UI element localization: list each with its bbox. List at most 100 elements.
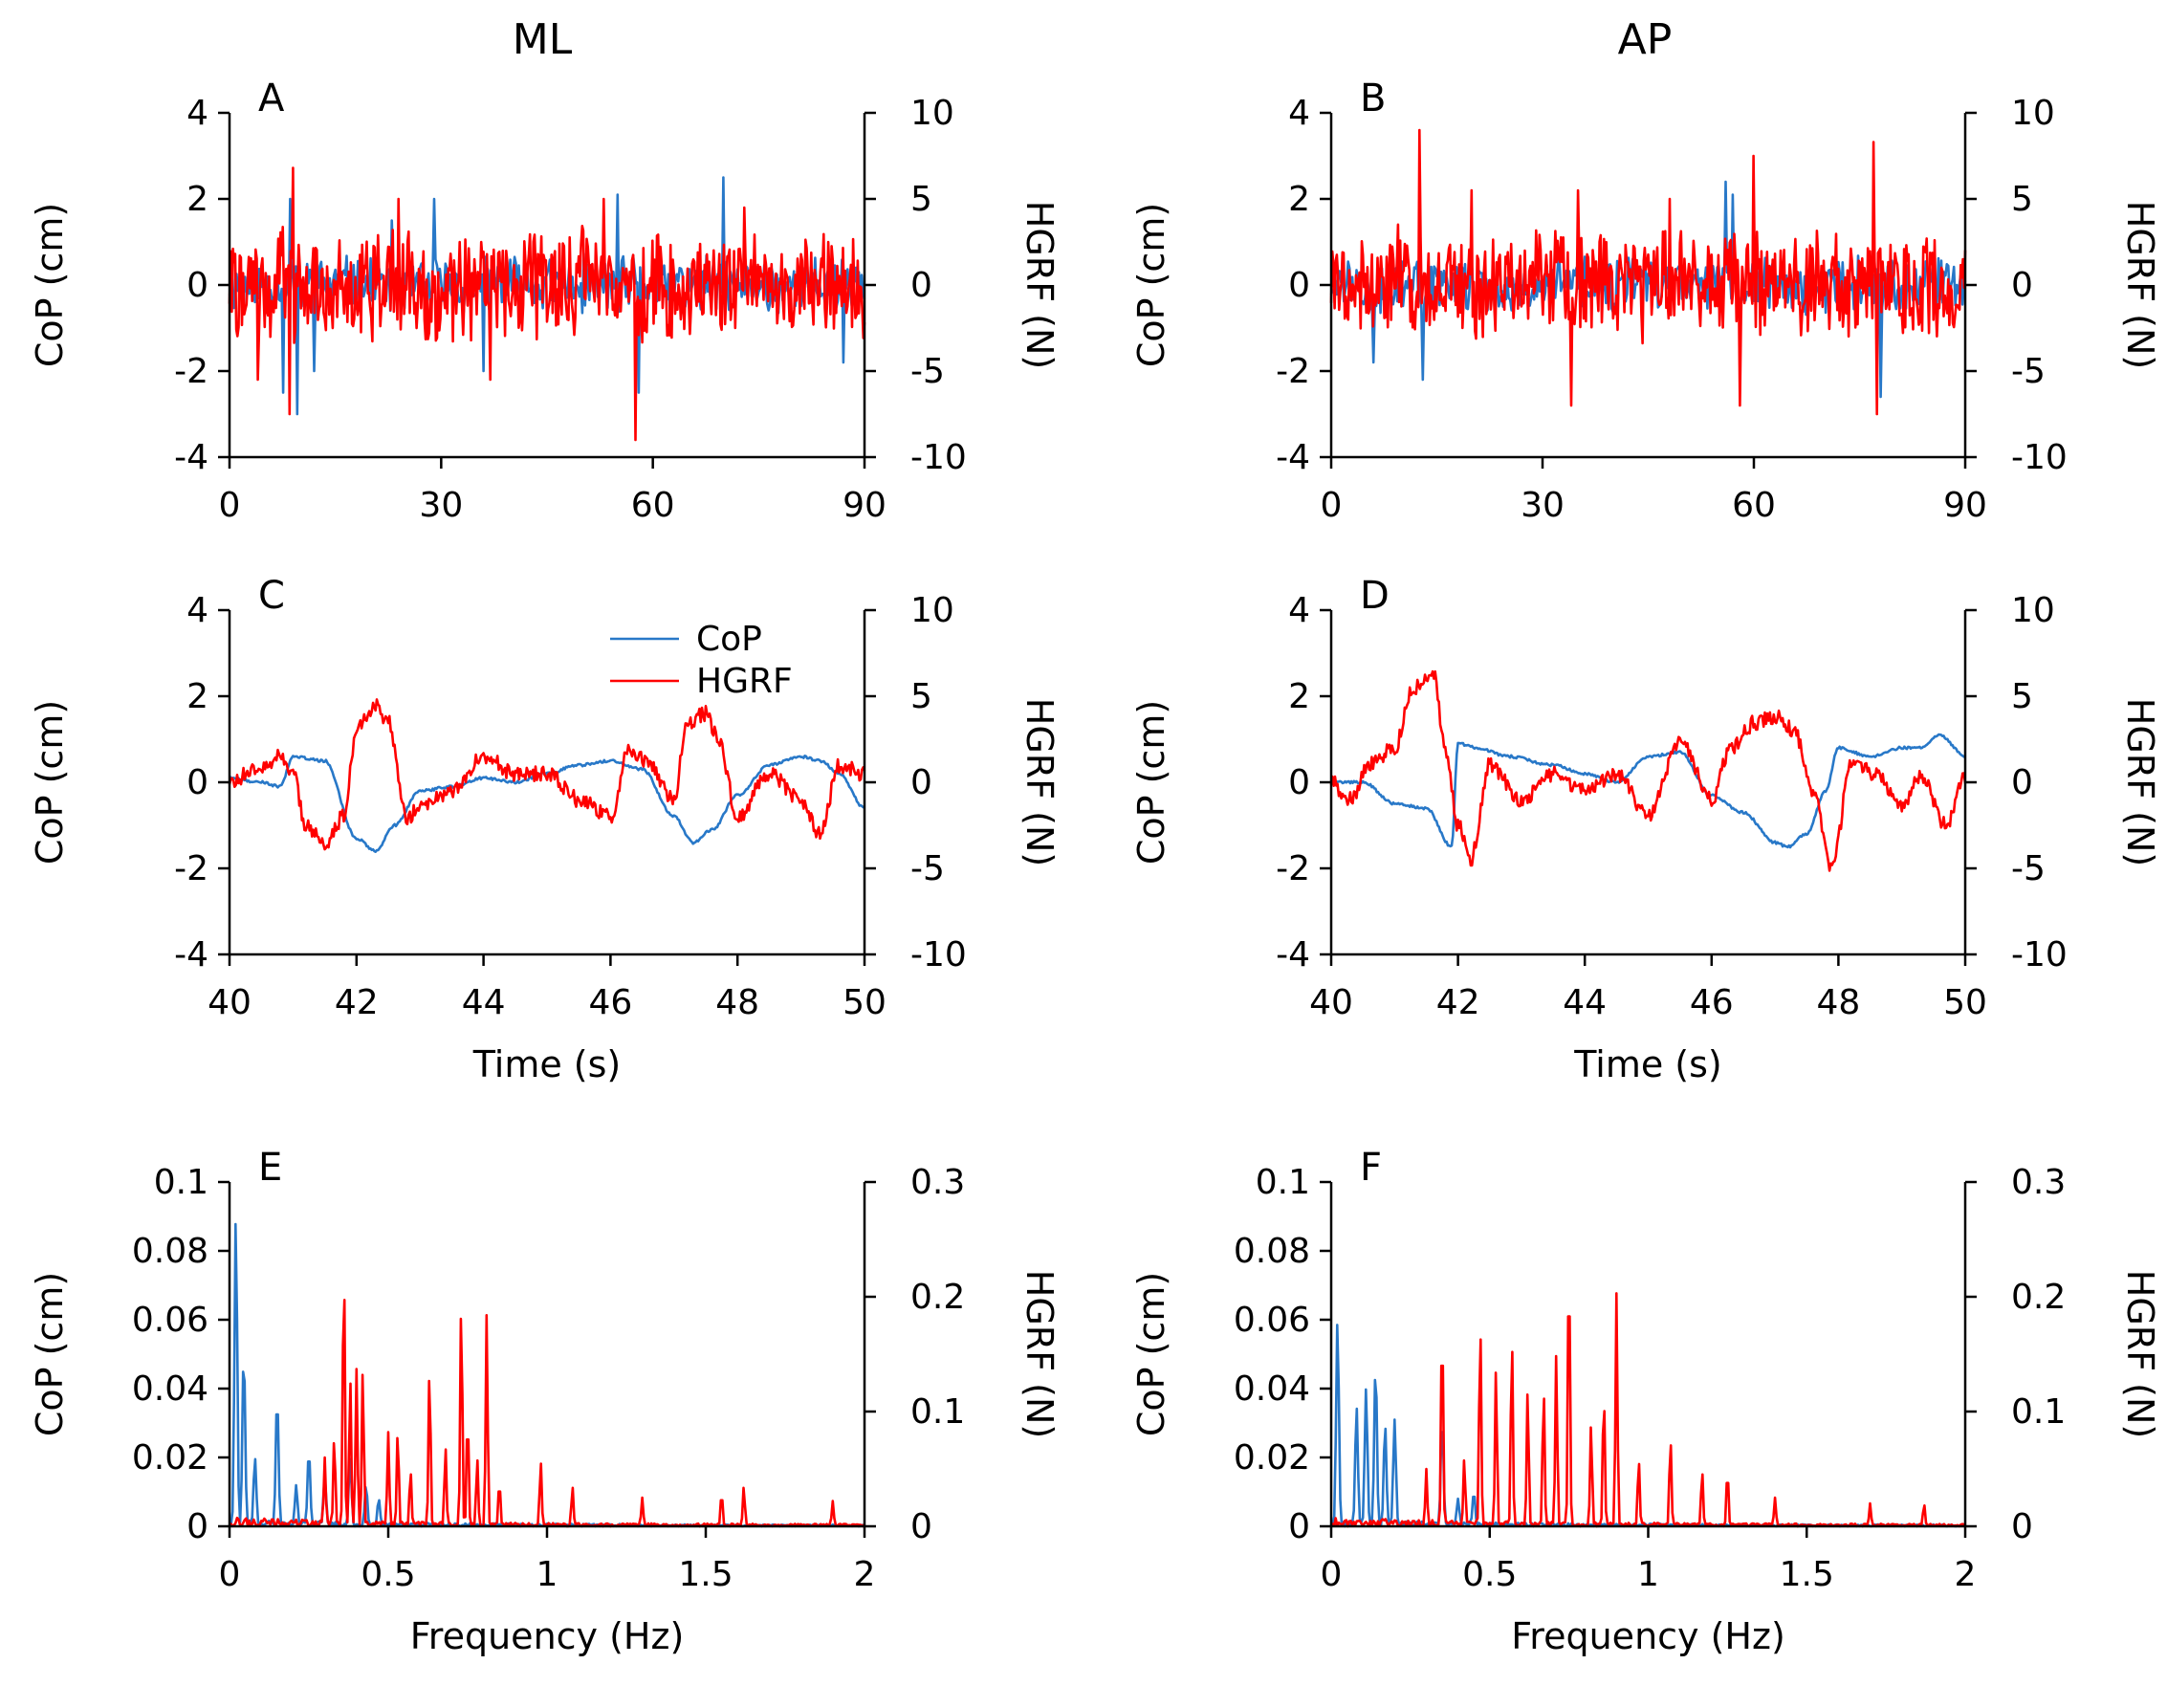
panel-e-letter: E — [258, 1146, 282, 1190]
panel-b-y2tick-label: 0 — [2011, 266, 2033, 305]
panel-e-ytick-label: 0 — [186, 1507, 208, 1546]
panel-d-y2tick-label: 0 — [2011, 763, 2033, 802]
panel-c-ytick-label: 4 — [186, 591, 208, 630]
panel-a-y2tick-label: 5 — [910, 180, 932, 219]
panel-c-xlabel: Time (s) — [472, 1043, 622, 1085]
panel-c-xtick-label: 40 — [208, 983, 252, 1022]
panel-b-letter: B — [1360, 77, 1386, 120]
panel-d: -4 -2 0 2 4 -10 -5 0 5 10 40 42 44 46 48 50 D CoP (cm) HGR… — [1130, 574, 2161, 1085]
panel-a-ytick-label: 4 — [186, 94, 208, 133]
panel-b: -4 -2 0 2 4 -10 -5 0 5 10 0 30 60 90 B CoP (cm) HGRF (N) — [1130, 77, 2161, 525]
panel-c-xtick-label: 42 — [335, 983, 379, 1022]
panel-c-y2label: HGRF (N) — [1018, 698, 1061, 866]
panel-f-xtick-label: 1 — [1637, 1555, 1659, 1594]
panel-a-y2label: HGRF (N) — [1018, 201, 1061, 369]
panel-a-xtick-label: 90 — [843, 486, 886, 525]
legend-label-hgrf: HGRF — [696, 662, 793, 701]
panel-a-xtick-label: 30 — [419, 486, 463, 525]
panel-c-xtick-label: 46 — [588, 983, 632, 1022]
panel-b-y2tick-label: -10 — [2011, 438, 2068, 477]
panel-b-y2tick-label: -5 — [2011, 352, 2046, 391]
panel-e: 0 0.02 0.04 0.06 0.08 0.1 0 0.1 0.2 0.3 0 0.5 1 1.5 2 E… — [29, 1146, 1061, 1657]
panel-a-ylabel: CoP (cm) — [29, 203, 71, 367]
panel-c-xtick-label: 48 — [715, 983, 759, 1022]
panel-e-y2tick-label: 0 — [910, 1507, 932, 1546]
panel-c-series-cop — [228, 755, 865, 853]
panel-b-xtick-label: 60 — [1732, 486, 1776, 525]
panel-e-y2tick-label: 0.2 — [910, 1278, 965, 1317]
panel-e-y2label: HGRF (N) — [1018, 1270, 1061, 1438]
panel-b-ylabel: CoP (cm) — [1130, 203, 1172, 367]
panel-e-ytick-label: 0.04 — [132, 1369, 208, 1409]
panel-c: -4 -2 0 2 4 -10 -5 0 5 10 40 42 44 46 48 50 C CoP (cm) HGR… — [29, 574, 1061, 1085]
panel-e-xtick-label: 2 — [854, 1555, 876, 1594]
panel-b-y2tick-label: 5 — [2011, 180, 2033, 219]
panel-d-xtick-label: 40 — [1309, 983, 1353, 1022]
panel-d-y2tick-label: -10 — [2011, 935, 2068, 974]
panel-d-xtick-label: 48 — [1816, 983, 1860, 1022]
panel-f-series-hgrf — [1330, 1292, 1966, 1528]
panel-d-xlabel: Time (s) — [1573, 1043, 1722, 1085]
panel-a-ytick-label: -4 — [174, 438, 208, 477]
panel-e-xlabel: Frequency (Hz) — [410, 1615, 685, 1657]
panel-e-ytick-label: 0.08 — [132, 1232, 208, 1271]
panel-d-y2label: HGRF (N) — [2119, 698, 2161, 866]
panel-d-xtick-label: 46 — [1690, 983, 1734, 1022]
panel-f-xtick-label: 2 — [1955, 1555, 1977, 1594]
panel-d-ytick-label: 2 — [1288, 677, 1310, 716]
panel-d-ytick-label: 0 — [1288, 763, 1310, 802]
panel-a-series-hgrf — [228, 166, 866, 442]
panel-d-ytick-label: -2 — [1276, 849, 1310, 888]
panel-f-ytick-label: 0 — [1288, 1507, 1310, 1546]
panel-b-xtick-label: 90 — [1943, 486, 1987, 525]
panel-f-ytick-label: 0.08 — [1234, 1232, 1310, 1271]
panel-f-ytick-label: 0.06 — [1234, 1301, 1310, 1340]
panel-d-ylabel: CoP (cm) — [1130, 700, 1172, 865]
panel-b-ytick-label: 0 — [1288, 266, 1310, 305]
panel-c-ylabel: CoP (cm) — [29, 700, 71, 865]
panel-f-y2tick-label: 0.1 — [2011, 1392, 2066, 1432]
panel-c-y2tick-label: -10 — [910, 935, 967, 974]
panel-a-ytick-label: 2 — [186, 180, 208, 219]
panel-a-ytick-label: 0 — [186, 266, 208, 305]
panel-c-ytick-label: 2 — [186, 677, 208, 716]
panel-f-y2tick-label: 0.3 — [2011, 1163, 2066, 1202]
panel-f-ylabel: CoP (cm) — [1130, 1272, 1172, 1436]
panel-a: -4 -2 0 2 4 -10 -5 0 5 10 0 30 60 90 A CoP (cm) HGRF (N) — [29, 77, 1061, 525]
panel-d-y2tick-label: 10 — [2011, 591, 2055, 630]
panel-e-ytick-label: 0.02 — [132, 1438, 208, 1478]
panel-c-y2tick-label: 0 — [910, 763, 932, 802]
panel-f-y2label: HGRF (N) — [2119, 1270, 2161, 1438]
panel-b-xtick-label: 30 — [1521, 486, 1565, 525]
panel-d-ytick-label: -4 — [1276, 935, 1310, 974]
panel-c-series-hgrf — [228, 698, 866, 851]
panel-e-xtick-label: 0.5 — [361, 1555, 415, 1594]
panel-d-xtick-label: 42 — [1436, 983, 1480, 1022]
panel-c-xtick-label: 50 — [843, 983, 886, 1022]
panel-f-xtick-label: 1.5 — [1780, 1555, 1834, 1594]
panel-f-ytick-label: 0.02 — [1234, 1438, 1310, 1478]
panel-b-ytick-label: -2 — [1276, 352, 1310, 391]
panel-f-xlabel: Frequency (Hz) — [1511, 1615, 1785, 1657]
panel-e-ylabel: CoP (cm) — [29, 1272, 71, 1436]
panel-f-ytick-label: 0.1 — [1256, 1163, 1310, 1202]
panel-f-ytick-label: 0.04 — [1234, 1369, 1310, 1409]
panel-b-y2label: HGRF (N) — [2119, 201, 2161, 369]
panel-d-series-cop — [1330, 733, 1966, 849]
panel-c-y2tick-label: 5 — [910, 677, 932, 716]
panel-f-y2tick-label: 0.2 — [2011, 1278, 2066, 1317]
panel-a-y2tick-label: -10 — [910, 438, 967, 477]
panel-f-xtick-label: 0.5 — [1462, 1555, 1517, 1594]
column-title-ap: AP — [1618, 15, 1673, 64]
panel-a-y2tick-label: 10 — [910, 94, 954, 133]
panel-e-xtick-label: 0 — [219, 1555, 241, 1594]
column-title-ml: ML — [513, 15, 573, 64]
panel-d-ytick-label: 4 — [1288, 591, 1310, 630]
panel-d-series-hgrf — [1329, 669, 1967, 872]
panel-c-ytick-label: -4 — [174, 935, 208, 974]
panel-a-xtick-label: 0 — [219, 486, 241, 525]
panel-e-xtick-label: 1 — [536, 1555, 558, 1594]
panel-d-letter: D — [1360, 574, 1390, 618]
